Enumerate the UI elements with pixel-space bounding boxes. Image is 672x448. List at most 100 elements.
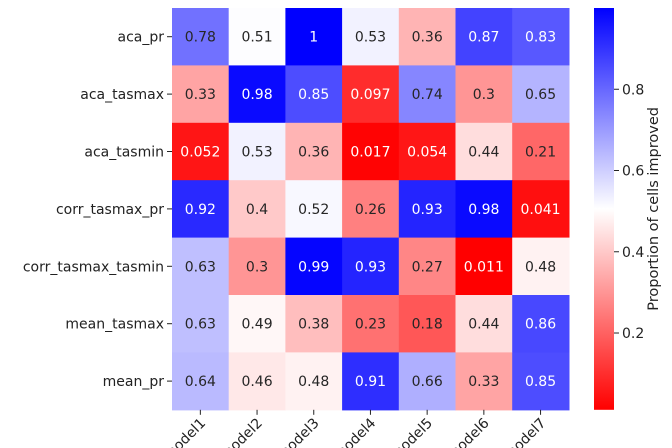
cell-value-label: 0.85 [525,374,556,390]
cell-value-label: 0.91 [355,374,386,390]
heatmap-cell [342,122,400,181]
cell-value-label: 0.33 [468,374,499,390]
cell-value-label: 0.52 [298,202,329,218]
heatmap-cell [398,122,457,181]
cell-value-label: 0.4 [246,202,268,218]
row-label: mean_tasmax [65,317,164,333]
heatmap-cell [285,352,343,411]
heatmap-cell [342,180,400,239]
cell-value-label: 1 [309,30,318,46]
heatmap-cell [398,295,457,353]
column-label: model2 [217,415,265,448]
heatmap-cell [455,237,513,296]
cell-value-label: 0.65 [525,87,556,103]
row-label: corr_tasmax_pr [56,202,164,218]
heatmap-cell [398,237,457,296]
heatmap-cell [512,180,570,239]
cell-value-label: 0.66 [412,374,443,390]
heatmap-cell [455,65,513,124]
row-label: aca_pr [118,30,165,46]
column-label: model7 [501,415,549,448]
heatmap-cell [172,237,230,296]
heatmap-cell [285,122,343,181]
heatmap-cell [398,180,457,239]
colorbar-label: Proportion of cells improved [646,107,662,311]
heatmap-cell [342,352,400,411]
cell-value-label: 0.48 [525,259,556,275]
heatmap-cell [512,122,570,181]
heatmap-cell [285,180,343,239]
heatmap-cell [342,65,400,124]
heatmap-cell [285,295,343,353]
heatmap-cell [455,122,513,181]
column-label: model1 [161,415,209,448]
cell-value-label: 0.017 [350,145,390,161]
row-labels: aca_pr aca_tasmax aca_tasmin corr_tasmax_pr… [23,30,172,390]
heatmap-cell [228,295,286,353]
heatmap-cell [342,295,400,353]
cell-value-label: 0.92 [185,202,216,218]
cell-value-label: 0.64 [185,374,216,390]
column-label: model4 [331,415,380,448]
heatmap-cell [398,65,457,124]
cell-value-label: 0.26 [355,202,386,218]
heatmap-cell [512,352,570,411]
heatmap-cell [228,352,286,411]
cell-value-label: 0.63 [185,317,216,333]
colorbar-tick-label: 0.2 [622,326,644,342]
column-label: model3 [274,415,322,448]
colorbar-tick-label: 0.4 [622,245,644,261]
column-labels: model1 model2 model3 model4 model5 model6 mode… [161,409,549,448]
heatmap-cell [512,65,570,124]
heatmap-cell [398,352,457,411]
column-label: model6 [444,415,493,448]
cell-value-label: 0.054 [407,145,447,161]
cell-value-label: 0.99 [298,259,329,275]
heatmap-cell [512,8,570,66]
cell-value-label: 0.53 [241,145,272,161]
cell-value-label: 0.44 [468,145,499,161]
cell-value-label: 0.011 [464,259,504,275]
cell-value-label: 0.27 [412,259,443,275]
heatmap-cell [228,65,286,124]
cell-value-label: 0.33 [185,87,216,103]
cell-value-label: 0.74 [412,87,443,103]
cell-value-label: 0.23 [355,317,386,333]
heatmap-cell [172,122,230,181]
cell-value-label: 0.36 [412,30,443,46]
heatmap-cell [228,8,286,66]
cell-value-label: 0.53 [355,30,386,46]
cell-value-label: 0.21 [525,145,556,161]
cell-value-label: 0.44 [468,317,499,333]
cell-value-label: 0.3 [473,87,495,103]
row-label: corr_tasmax_tasmin [23,259,164,275]
cell-value-label: 0.85 [298,87,329,103]
cell-value-label: 0.93 [355,259,386,275]
colorbar-gradient [594,8,614,410]
cell-value-label: 0.51 [241,30,272,46]
column-label: model5 [388,415,436,448]
heatmap-cell [172,352,230,411]
cell-value-label: 0.48 [298,374,329,390]
heatmap-cells: 0.78 0.51 1 0.53 0.36 0.87 0.83 0.33 0.98 0.85 0.0… [172,8,570,411]
heatmap-cell [455,8,513,66]
colorbar-tick-label: 0.8 [622,82,644,98]
heatmap-cell [285,65,343,124]
cell-value-label: 0.87 [468,30,499,46]
heatmap-cell [512,237,570,296]
heatmap-cell [455,180,513,239]
cell-value-label: 0.78 [185,30,216,46]
row-label: aca_tasmin [84,145,164,161]
heatmap-cell [285,8,343,66]
cell-value-label: 0.86 [525,317,556,333]
heatmap-cell [172,8,230,66]
heatmap-cell [228,180,286,239]
cell-value-label: 0.18 [412,317,443,333]
cell-value-label: 0.3 [246,259,268,275]
colorbar-tick-label: 0.6 [622,164,644,180]
heatmap-cell [342,8,400,66]
cell-value-label: 0.097 [350,87,390,103]
cell-value-label: 0.49 [241,317,272,333]
cell-value-label: 0.052 [180,145,220,161]
